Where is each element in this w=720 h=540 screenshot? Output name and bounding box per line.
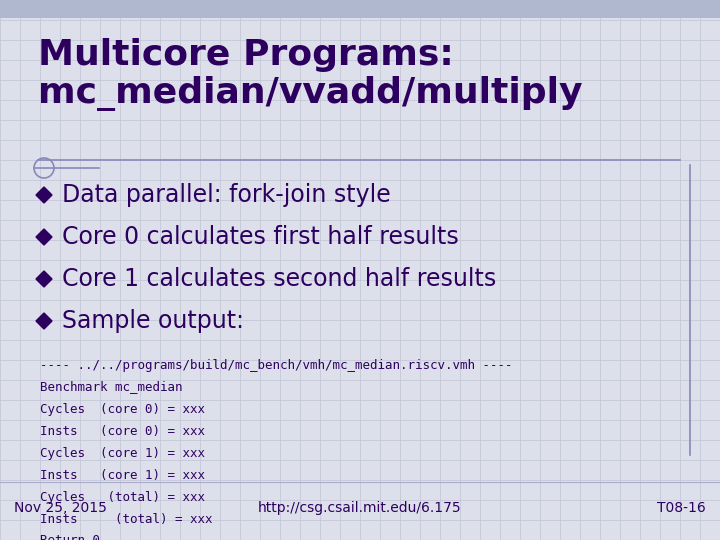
Text: Insts     (total) = xxx: Insts (total) = xxx [40,512,212,525]
Text: mc_median/vvadd/multiply: mc_median/vvadd/multiply [38,76,582,111]
Text: Core 1 calculates second half results: Core 1 calculates second half results [62,267,496,291]
Text: Multicore Programs:: Multicore Programs: [38,38,454,72]
Bar [0,0,720,18]
Polygon shape [36,313,52,329]
Text: Cycles   (total) = xxx: Cycles (total) = xxx [40,490,205,503]
Text: Insts   (core 0) = xxx: Insts (core 0) = xxx [40,424,205,437]
Text: Insts   (core 1) = xxx: Insts (core 1) = xxx [40,469,205,482]
Text: Benchmark mc_median: Benchmark mc_median [40,381,182,394]
Text: T08-16: T08-16 [657,501,706,515]
Polygon shape [36,271,52,287]
Polygon shape [36,229,52,245]
Text: ---- ../../programs/build/mc_bench/vmh/mc_median.riscv.vmh ----: ---- ../../programs/build/mc_bench/vmh/m… [40,359,513,372]
Text: Core 0 calculates first half results: Core 0 calculates first half results [62,225,459,249]
Text: http://csg.csail.mit.edu/6.175: http://csg.csail.mit.edu/6.175 [258,501,462,515]
Text: Cycles  (core 1) = xxx: Cycles (core 1) = xxx [40,447,205,460]
Text: Sample output:: Sample output: [62,309,244,333]
Polygon shape [36,187,52,203]
Text: Cycles  (core 0) = xxx: Cycles (core 0) = xxx [40,402,205,415]
Text: Nov 25, 2015: Nov 25, 2015 [14,501,107,515]
Text: Return 0: Return 0 [40,535,100,540]
Text: Data parallel: fork-join style: Data parallel: fork-join style [62,183,391,207]
